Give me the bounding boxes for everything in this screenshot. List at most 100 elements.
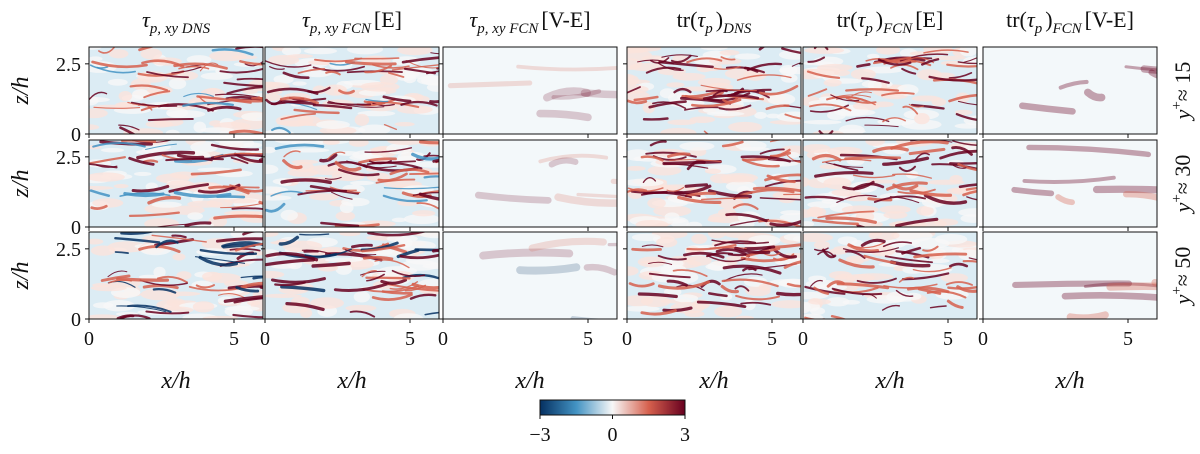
field-streak — [364, 64, 393, 74]
column-title: τp, xy FCN [E] — [302, 7, 402, 37]
field-texture — [89, 172, 125, 182]
field-texture — [398, 69, 420, 78]
heatmap-panel — [265, 232, 439, 319]
field-streak — [897, 188, 936, 195]
field-streak — [361, 243, 406, 253]
field-texture — [202, 271, 223, 281]
field-streak — [424, 311, 439, 316]
column-title: τp, xy FCN [V-E] — [469, 7, 590, 37]
field-streak — [258, 96, 263, 100]
heatmap-panel — [627, 47, 801, 134]
field-streak — [1140, 65, 1157, 74]
field-texture — [89, 314, 119, 319]
heatmap-panel — [443, 140, 617, 227]
field-streak — [1061, 291, 1157, 301]
field-texture — [627, 266, 639, 276]
field-texture — [89, 185, 114, 191]
field-texture — [339, 232, 361, 237]
field-streak — [809, 103, 852, 112]
field-streak — [923, 49, 969, 54]
field-streak — [232, 313, 263, 319]
field-streak — [923, 193, 968, 205]
field-streak — [661, 54, 698, 58]
field-texture — [230, 232, 263, 240]
field-streak — [365, 276, 411, 280]
field-streak — [89, 163, 118, 169]
field-streak — [640, 155, 664, 162]
field-texture — [268, 54, 300, 66]
field-streak — [358, 157, 397, 164]
field-streak — [861, 77, 890, 84]
field-streak — [414, 248, 439, 252]
panel-frame — [88, 231, 264, 320]
field-texture — [241, 112, 263, 121]
field-streak — [429, 99, 439, 104]
field-texture — [303, 47, 338, 55]
field-streak — [297, 68, 326, 74]
field-streak — [211, 48, 254, 56]
field-streak — [98, 47, 115, 54]
field-streak — [910, 103, 945, 110]
field-streak — [640, 309, 677, 316]
field-streak — [830, 94, 860, 102]
field-texture — [867, 53, 880, 59]
field-streak — [89, 91, 108, 101]
field-streak — [195, 284, 215, 289]
field-texture — [144, 217, 180, 227]
field-streak — [814, 247, 829, 252]
field-streak — [958, 183, 977, 189]
field-streak — [325, 70, 341, 76]
field-streak — [645, 66, 682, 74]
field-streak — [783, 193, 801, 196]
heatmap-panel — [89, 140, 263, 227]
y-axis-label: z/h — [8, 76, 34, 105]
field-streak — [732, 203, 759, 211]
field-streak — [881, 91, 915, 97]
field-streak — [92, 141, 146, 148]
field-texture — [893, 232, 933, 242]
field-texture — [89, 108, 108, 119]
text-segment: [E] — [374, 7, 402, 32]
field-streak — [338, 89, 355, 95]
field-streak — [136, 150, 196, 160]
field-streak — [963, 57, 977, 63]
field-texture — [905, 292, 922, 300]
field-texture — [783, 233, 801, 241]
field-streak — [311, 261, 351, 268]
field-texture — [280, 209, 298, 221]
field-streak — [628, 282, 655, 288]
field-streak — [663, 163, 709, 169]
field-streak — [147, 117, 194, 122]
field-streak — [145, 143, 177, 151]
field-streak — [223, 81, 263, 88]
field-streak — [155, 239, 179, 249]
field-streak — [669, 159, 722, 163]
field-texture — [647, 197, 666, 209]
field-streak — [642, 117, 669, 121]
field-streak — [895, 289, 914, 297]
heatmap-panel — [89, 47, 263, 134]
x-axis-label: x/h — [698, 368, 728, 394]
field-streak — [683, 106, 719, 111]
field-texture — [803, 301, 811, 314]
field-texture — [335, 211, 356, 221]
field-texture — [706, 111, 745, 117]
field-texture — [926, 179, 965, 185]
panel-frame — [442, 231, 618, 320]
field-streak — [297, 189, 348, 196]
field-streak — [951, 146, 973, 156]
field-streak — [637, 292, 678, 299]
field-streak — [825, 162, 864, 168]
field-texture — [813, 240, 830, 250]
field-texture — [168, 78, 187, 90]
field-streak — [147, 195, 182, 205]
field-texture — [823, 79, 842, 87]
field-streak — [182, 101, 234, 107]
field-streak — [921, 58, 940, 66]
field-streak — [218, 293, 245, 299]
field-streak — [1124, 65, 1157, 72]
field-streak — [740, 155, 792, 163]
text-segment: τ — [857, 7, 866, 32]
field-texture — [866, 295, 906, 304]
panel-frame — [442, 139, 618, 228]
